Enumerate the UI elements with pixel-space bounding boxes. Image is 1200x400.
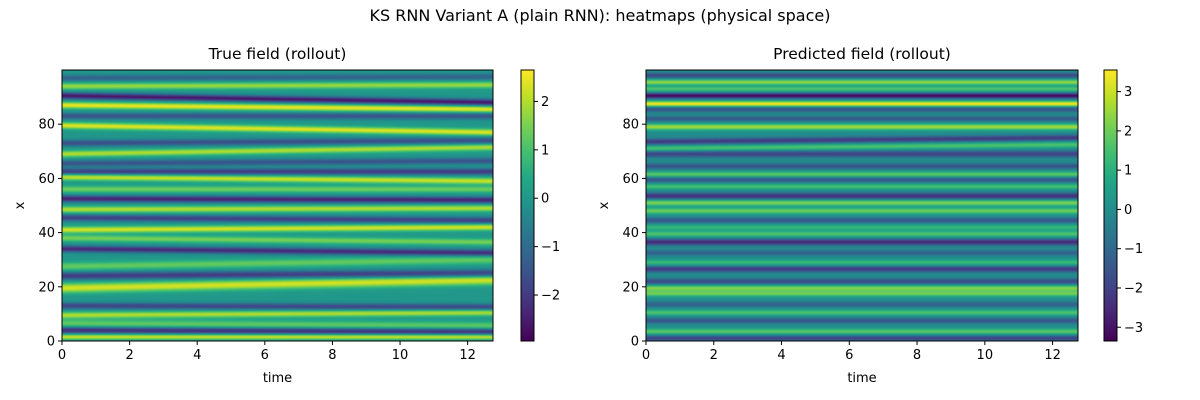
- left-colorbar-tick-label: 1: [541, 143, 549, 158]
- right-ytick-label: 20: [622, 280, 639, 295]
- left-xtick-label: 0: [58, 348, 66, 363]
- right-ytick-label: 0: [631, 335, 639, 350]
- right-colorbar: [1103, 69, 1118, 342]
- right-xtick-label: 10: [977, 348, 994, 363]
- left-ytick-label: 0: [47, 335, 55, 350]
- right-colorbar-tick-label: 0: [1124, 203, 1132, 218]
- right-ytick-label: 40: [622, 226, 639, 241]
- left-xtick-label: 10: [392, 348, 409, 363]
- left-colorbar: [520, 69, 535, 342]
- left-xtick-label: 4: [193, 348, 201, 363]
- right-ytick-label: 80: [622, 118, 639, 133]
- right-panel-title: Predicted field (rollout): [773, 45, 951, 63]
- right-xtick-label: 8: [913, 348, 921, 363]
- right-axes-frame: [645, 69, 1079, 342]
- right-xtick-label: 12: [1044, 348, 1061, 363]
- right-colorbar-tick-label: −2: [1124, 281, 1143, 296]
- left-colorbar-tick-label: −2: [541, 289, 560, 304]
- left-colorbar-tick-label: 0: [541, 192, 549, 207]
- left-xtick-label: 12: [459, 348, 476, 363]
- true-field-heatmap: [62, 70, 493, 341]
- right-colorbar-tick-label: 2: [1124, 124, 1132, 139]
- predicted-field-heatmap: [646, 70, 1078, 341]
- left-xtick-label: 2: [125, 348, 133, 363]
- right-xtick-label: 0: [642, 348, 650, 363]
- left-xtick-label: 8: [328, 348, 336, 363]
- left-panel-title: True field (rollout): [208, 45, 347, 63]
- right-xtick-label: 4: [777, 348, 785, 363]
- right-xtick-label: 2: [710, 348, 718, 363]
- left-xtick-label: 6: [261, 348, 269, 363]
- figure-suptitle: KS RNN Variant A (plain RNN): heatmaps (…: [369, 6, 831, 25]
- right-xtick-label: 6: [845, 348, 853, 363]
- left-ytick-label: 20: [38, 280, 55, 295]
- left-colorbar-tick-label: −1: [541, 240, 560, 255]
- left-colorbar-tick-label: 2: [541, 95, 549, 110]
- left-ylabel: x: [13, 201, 28, 209]
- right-xlabel: time: [847, 371, 876, 386]
- right-colorbar-tick-label: 3: [1124, 85, 1132, 100]
- left-xlabel: time: [263, 371, 292, 386]
- right-ylabel: x: [597, 201, 612, 209]
- left-ytick-label: 80: [38, 118, 55, 133]
- right-ytick-label: 60: [622, 172, 639, 187]
- right-colorbar-tick-label: −3: [1124, 321, 1143, 336]
- right-colorbar-tick-label: −1: [1124, 242, 1143, 257]
- left-ytick-label: 40: [38, 226, 55, 241]
- left-ytick-label: 60: [38, 172, 55, 187]
- right-colorbar-tick-label: 1: [1124, 164, 1132, 179]
- left-axes-frame: [61, 69, 494, 342]
